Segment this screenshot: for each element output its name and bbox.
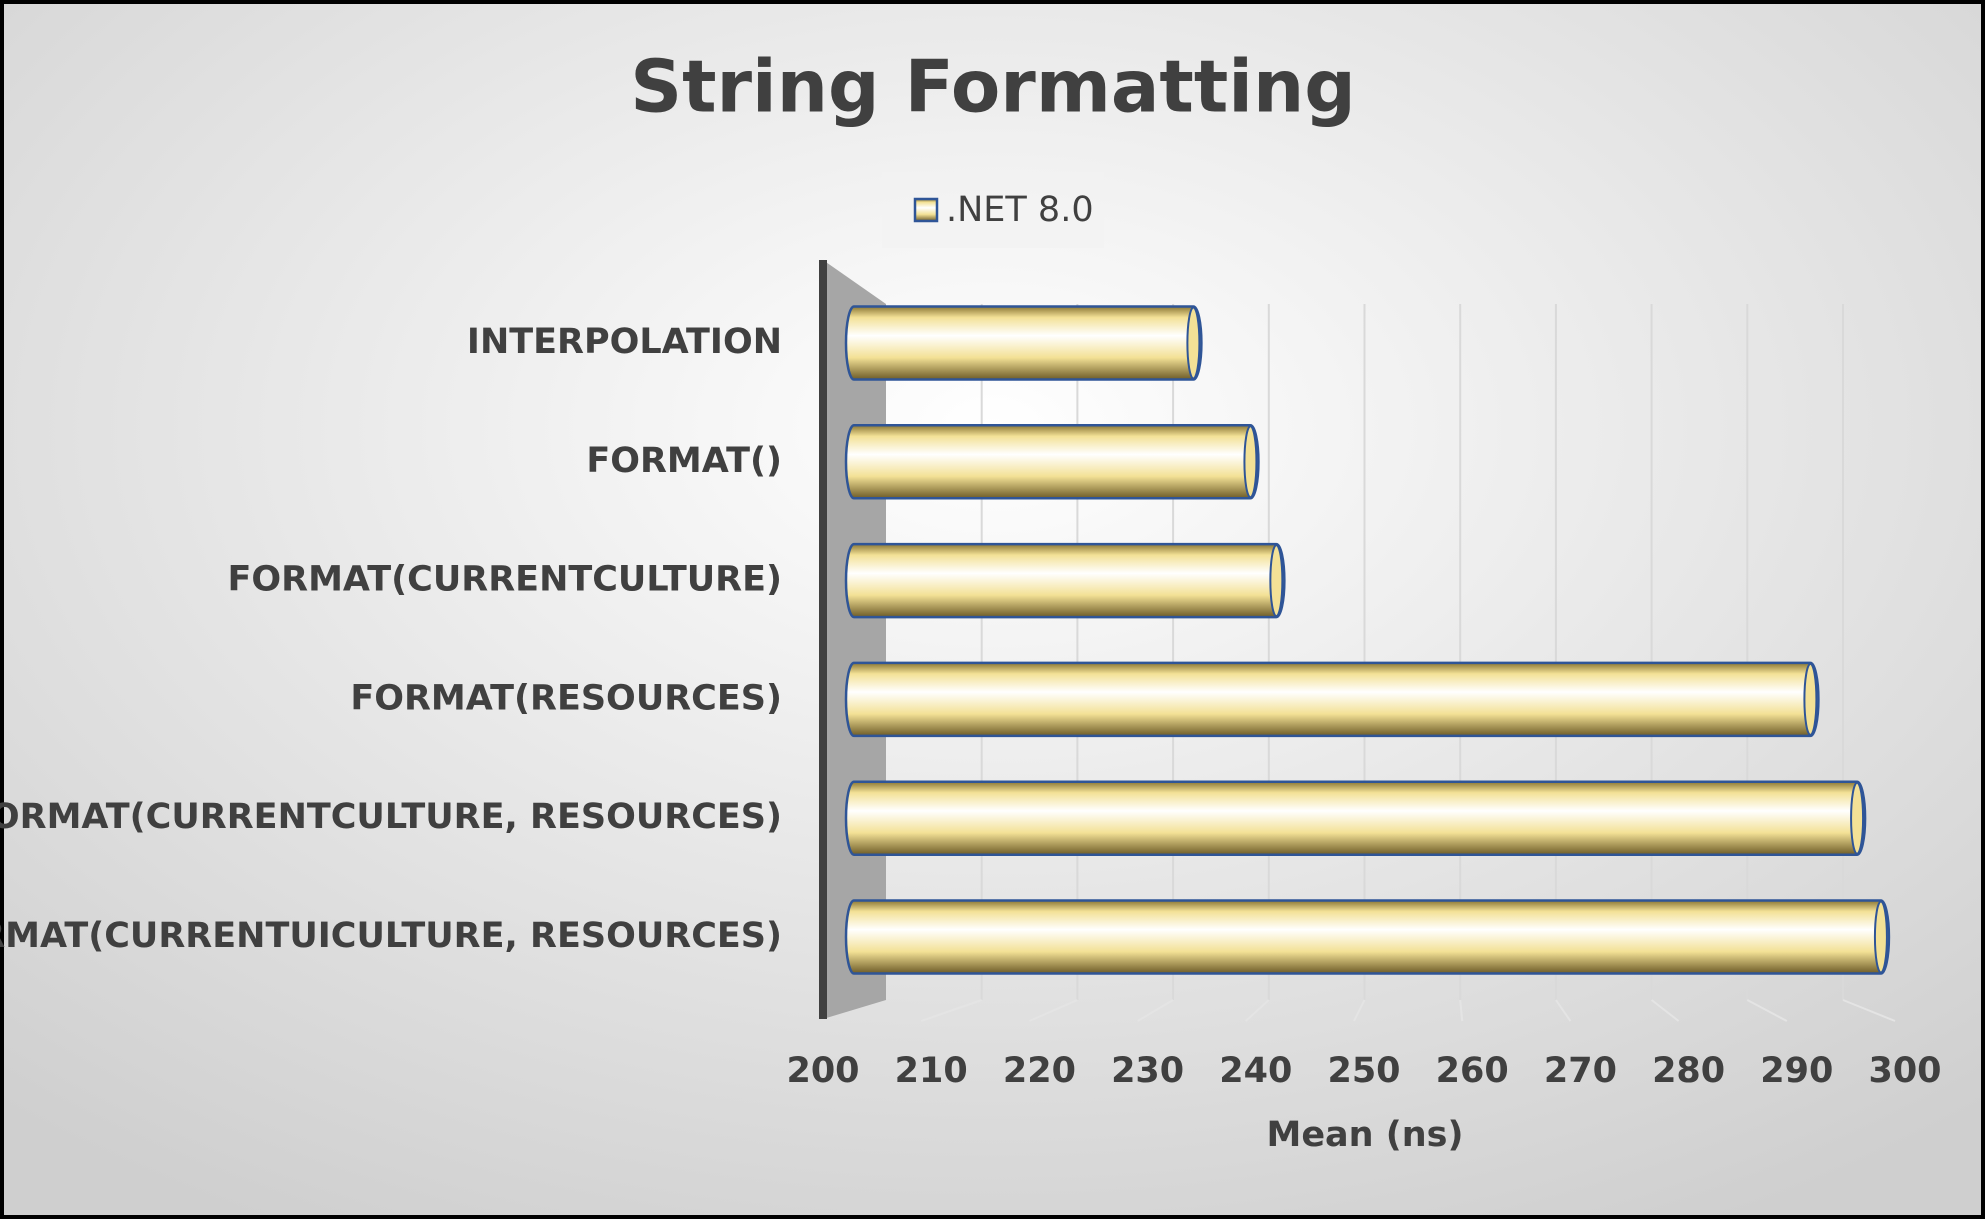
legend-swatch [913, 197, 939, 223]
floor-line [1746, 999, 1788, 1022]
bar [844, 780, 1867, 856]
floor-line [1650, 999, 1680, 1022]
legend-label: .NET 8.0 [946, 190, 1094, 230]
x-tick-label: 220 [1003, 1051, 1076, 1091]
x-tick-label: 260 [1436, 1051, 1509, 1091]
x-tick-label: 240 [1219, 1051, 1292, 1091]
x-axis-title: Mean (ns) [1266, 1115, 1463, 1155]
floor-line [1353, 999, 1366, 1022]
floor-line [1137, 999, 1174, 1022]
y-tick-label: FORMAT(RESOURCES) [350, 678, 782, 718]
floor-line [920, 999, 983, 1022]
floor-line [1842, 999, 1896, 1022]
bar-cap [1873, 900, 1888, 974]
y-tick-label: FORMAT(CURRENTCULTURE, RESOURCES) [0, 797, 782, 837]
bar [844, 424, 1260, 500]
bar-cap [1850, 781, 1865, 855]
y-tick-label: FORMAT(CURRENTCULTURE) [227, 560, 782, 600]
x-tick-label: 230 [1111, 1051, 1184, 1091]
floor-line [1459, 999, 1464, 1022]
x-tick-label: 210 [895, 1051, 968, 1091]
x-tick-label: 270 [1544, 1051, 1617, 1091]
bar [844, 899, 1891, 975]
bar-cap [1186, 306, 1201, 380]
x-tick-label: 290 [1760, 1051, 1833, 1091]
floor-line [1028, 999, 1078, 1022]
bar-cap [1269, 544, 1284, 618]
y-tick-label: INTERPOLATION [467, 322, 782, 362]
x-tick-label: 280 [1652, 1051, 1725, 1091]
y-tick-label: FORMAT() [586, 441, 782, 481]
x-tick-label: 300 [1868, 1051, 1941, 1091]
bar [844, 542, 1286, 619]
y-tick-label: FORMAT(CURRENTUICULTURE, RESOURCES) [0, 916, 782, 956]
bar [844, 305, 1203, 381]
bar-cap [1803, 662, 1818, 736]
bar [844, 661, 1820, 738]
bar-cap [1243, 425, 1258, 499]
x-tick-label: 250 [1327, 1051, 1400, 1091]
x-tick-label: 200 [786, 1051, 859, 1091]
floor-line [1555, 999, 1572, 1022]
chart-title: String Formatting [630, 45, 1355, 129]
floor-line [1245, 999, 1270, 1022]
